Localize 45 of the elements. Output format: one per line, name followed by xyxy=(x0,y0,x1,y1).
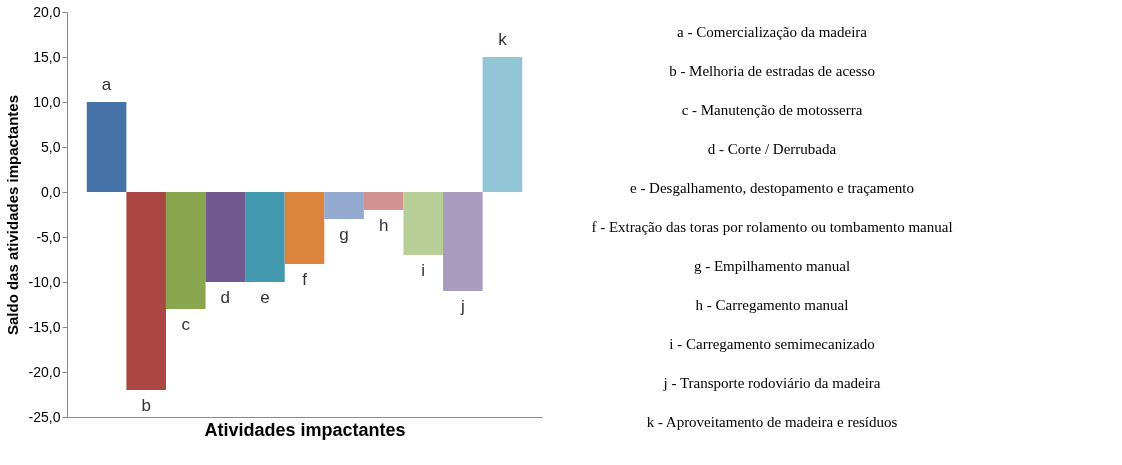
x-tick-label: f xyxy=(302,270,308,289)
y-tick-label: -20,0 xyxy=(28,363,61,380)
x-axis-title: Atividades impactantes xyxy=(204,419,406,440)
bar xyxy=(482,57,523,192)
text: f - Extração das toras por rolamento ou tombamento manual xyxy=(591,219,953,235)
x-tick-label: h xyxy=(378,216,389,235)
bar xyxy=(324,192,364,219)
x-tick-label: i xyxy=(421,261,426,280)
text: g - Empilhamento manual xyxy=(693,258,851,275)
x-tick-label: b xyxy=(141,396,151,415)
text: d - Corte / Derrubada xyxy=(707,140,837,157)
text: h - Carregamento manual xyxy=(695,297,849,314)
x-tick-label: j xyxy=(459,297,465,316)
bar xyxy=(403,192,444,255)
y-tick-label: 15,0 xyxy=(33,48,61,65)
bar xyxy=(363,192,404,210)
bar xyxy=(165,192,206,309)
text: j - Transporte rodoviário da madeira xyxy=(662,375,881,392)
text: b - Melhoria de estradas de acesso xyxy=(669,62,875,79)
y-tick-label: 5,0 xyxy=(41,138,61,155)
text: i - Carregamento semimecanizado xyxy=(669,336,875,353)
y-tick-label: 20,0 xyxy=(33,3,61,20)
y-tick-label: -10,0 xyxy=(28,273,61,290)
bar xyxy=(284,192,325,264)
y-axis-title: Saldo das atividades impactantes xyxy=(3,94,21,336)
text: k - Aproveitamento de madeira e resíduos xyxy=(646,414,898,431)
y-tick-label: -15,0 xyxy=(28,318,61,335)
y-tick-label: -25,0 xyxy=(28,408,61,425)
y-tick-label: 0,0 xyxy=(41,183,61,200)
y-tick-label: -5,0 xyxy=(36,228,61,245)
bar xyxy=(443,192,483,291)
bar xyxy=(86,102,127,192)
text: a - Comercialização da madeira xyxy=(677,23,868,40)
x-tick-label: k xyxy=(498,30,508,49)
x-tick-label: a xyxy=(101,75,112,94)
x-tick-label: c xyxy=(181,315,191,334)
x-tick-label: d xyxy=(220,288,231,307)
bar xyxy=(126,192,166,390)
x-tick-label: e xyxy=(260,288,270,307)
y-tick-label: 10,0 xyxy=(33,93,61,110)
x-tick-label: g xyxy=(339,225,349,244)
text: e - Desgalhamento, destopamento e traçamento xyxy=(629,179,915,196)
bar xyxy=(205,192,246,282)
text: c - Manutenção de motosserra xyxy=(681,101,863,118)
bar xyxy=(245,192,285,282)
